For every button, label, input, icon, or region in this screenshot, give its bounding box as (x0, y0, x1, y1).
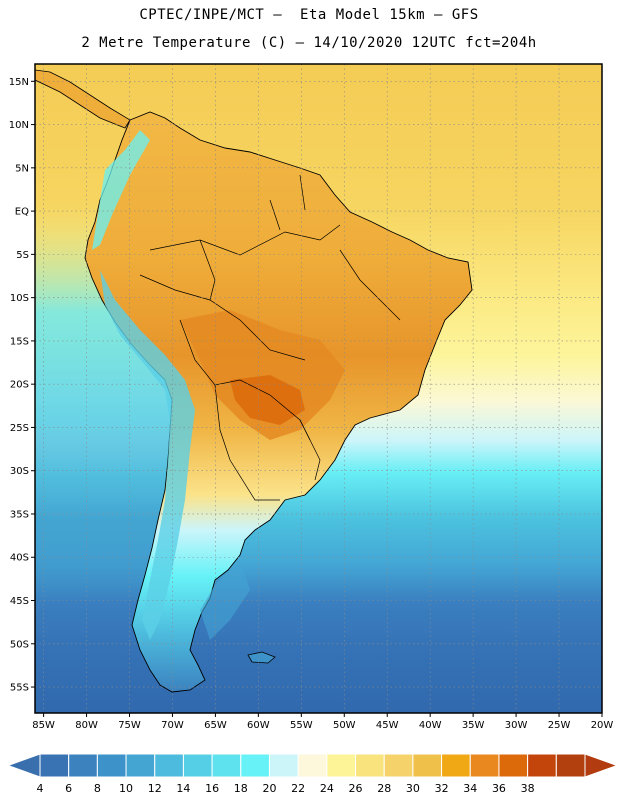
colorbar-over-arrow (584, 753, 618, 778)
lon-label: 45W (376, 720, 399, 731)
colorbar-swatch (125, 753, 156, 778)
lon-label: 60W (247, 720, 270, 731)
colorbar-label: 30 (406, 782, 420, 795)
hottest-zone (230, 375, 305, 425)
colorbar-swatch (326, 753, 357, 778)
patagonia-cool (200, 560, 250, 640)
colorbar-swatch (211, 753, 242, 778)
colorbar-label: 20 (262, 782, 276, 795)
falkland-islands (247, 651, 276, 664)
lon-label: 25W (548, 720, 571, 731)
lon-label: 80W (75, 720, 98, 731)
colorbar-swatch (96, 753, 127, 778)
lat-label: 5S (16, 250, 29, 261)
colorbar-swatch (441, 753, 471, 778)
andes-cool-strip (100, 270, 195, 640)
lat-label: 15S (10, 336, 29, 347)
lat-label: 20S (10, 380, 29, 391)
colorbar-label: 14 (176, 782, 190, 795)
colorbar-label: 38 (521, 782, 535, 795)
colorbar-swatch (68, 753, 98, 778)
lon-label: 75W (118, 720, 141, 731)
colorbar-swatch (527, 753, 557, 778)
lon-label: 50W (333, 720, 356, 731)
map-area (35, 64, 602, 713)
lon-label: 85W (32, 720, 55, 731)
lon-label: 20W (591, 720, 614, 731)
colorbar-swatch (297, 753, 328, 778)
colorbar-swatch (268, 753, 299, 778)
lon-label: 55W (290, 720, 313, 731)
lat-label: EQ (15, 207, 29, 218)
colorbar-label: 32 (435, 782, 449, 795)
colorbar: 4 6 8 10 12 14 16 18 20 22 24 26 28 30 32 34 36 38 (6, 753, 618, 795)
map-title-line2: 2 Metre Temperature (C) – 14/10/2020 12U… (81, 35, 537, 51)
colorbar-swatch (555, 753, 586, 778)
colorbar-label: 16 (205, 782, 219, 795)
colorbar-swatch (498, 753, 529, 778)
lat-label: 15N (9, 77, 29, 88)
colorbar-label: 28 (377, 782, 391, 795)
map-frame (34, 63, 603, 714)
colorbar-swatch (240, 753, 270, 778)
northern-andes-cool (92, 130, 150, 250)
colorbar-label: 26 (349, 782, 363, 795)
colorbar-swatch (469, 753, 500, 778)
colorbar-swatch (383, 753, 414, 778)
longitude-labels: 85W 80W 75W 70W 65W 60W 55W 50W 45W 40W 35W 30W 25W 2… (32, 720, 613, 731)
lat-label: 25S (10, 423, 29, 434)
lon-label: 30W (505, 720, 528, 731)
lat-label: 10N (9, 120, 29, 131)
latitude-labels: 15N 10N 5N EQ 5S 10S 15S 20S 25S 30S 35S 40S 45S 50S 5… (9, 77, 29, 694)
lat-label: 55S (10, 683, 29, 694)
colorbar-label: 8 (94, 782, 101, 795)
colorbar-label: 18 (234, 782, 248, 795)
lat-label: 5N (15, 163, 29, 174)
colorbar-label: 24 (320, 782, 334, 795)
colorbar-swatch (412, 753, 443, 778)
colorbar-label: 34 (463, 782, 477, 795)
colorbar-label: 6 (65, 782, 72, 795)
country-borders (139, 174, 401, 501)
lat-label: 45S (10, 596, 29, 607)
lon-label: 65W (204, 720, 227, 731)
lon-label: 35W (462, 720, 485, 731)
colorbar-label: 22 (291, 782, 305, 795)
colorbar-swatch (154, 753, 184, 778)
map-title-line1: CPTEC/INPE/MCT – Eta Model 15km – GFS (139, 7, 479, 23)
colorbar-swatch (355, 753, 385, 778)
colorbar-label: 4 (37, 782, 44, 795)
colorbar-label: 12 (148, 782, 162, 795)
lat-label: 10S (10, 293, 29, 304)
lat-label: 50S (10, 639, 29, 650)
colorbar-label: 36 (492, 782, 506, 795)
lat-label: 35S (10, 509, 29, 520)
lat-label: 40S (10, 553, 29, 564)
colorbar-swatch (39, 753, 70, 778)
colorbar-swatch (182, 753, 213, 778)
lon-label: 70W (161, 720, 184, 731)
lon-label: 40W (419, 720, 442, 731)
central-america (35, 69, 131, 129)
colorbar-under-arrow (6, 753, 41, 778)
colorbar-label: 10 (119, 782, 133, 795)
lat-label: 30S (10, 466, 29, 477)
